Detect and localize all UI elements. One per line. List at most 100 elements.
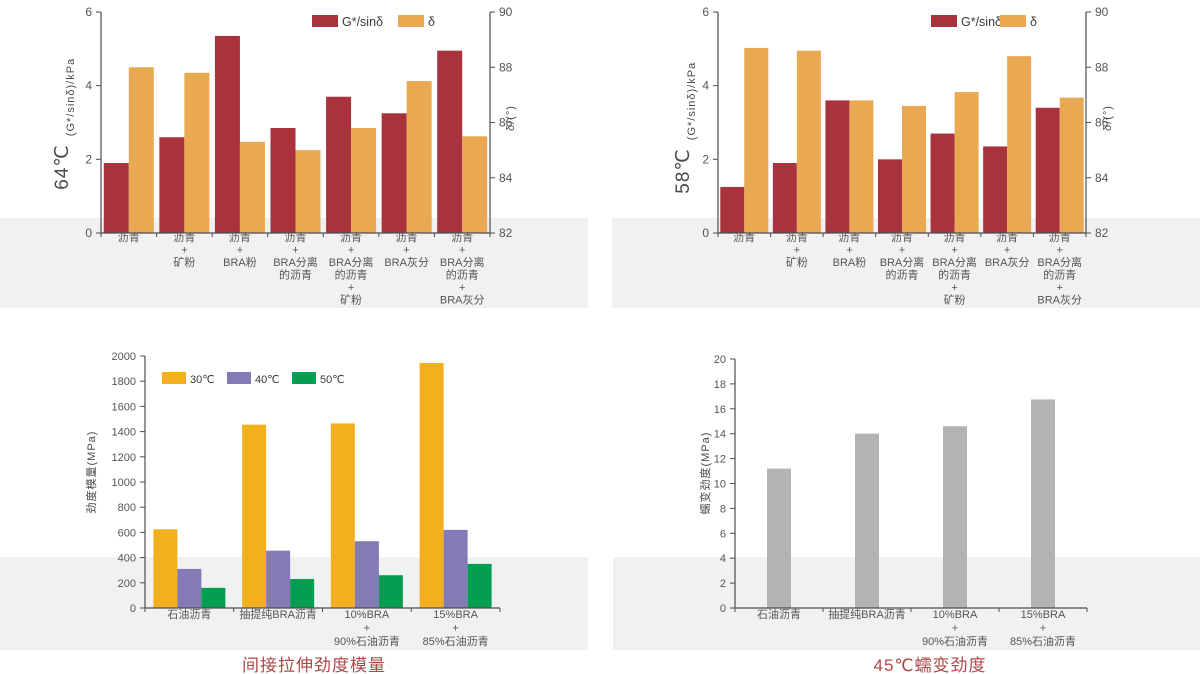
- y-tick-label: 12: [714, 454, 726, 466]
- y-tick-label: 1800: [112, 376, 136, 388]
- y-tick-label: 4: [702, 79, 709, 93]
- y-tick-label-right: 84: [499, 171, 513, 185]
- axis-label: δ/(°): [505, 105, 517, 131]
- y-tick-label: 4: [85, 79, 92, 93]
- y-tick-label: 8: [720, 503, 726, 515]
- bar-G*/sinδ-1: [772, 163, 797, 233]
- x-category-label: 沥青+ BRA灰分: [384, 231, 429, 269]
- bar-G*/sinδ-2: [825, 100, 850, 234]
- y-tick-label: 18: [714, 379, 726, 391]
- legend-swatch-2: [398, 15, 424, 27]
- bar-δ-5: [1007, 56, 1032, 234]
- bar-δ-0: [744, 47, 769, 233]
- x-category-label: 抽提纯BRA沥青: [828, 607, 906, 621]
- y-tick-label: 6: [85, 5, 92, 19]
- y-tick-label: 400: [118, 553, 136, 565]
- legend-swatch-3: [292, 372, 316, 384]
- chart-creep-stiffness: 0 2 4 6 8 10 12 14 16 18 20 石油沥青 抽提纯BRA沥青 10%BRA +90%石…: [698, 354, 1088, 648]
- bar-50℃-0: [201, 587, 226, 608]
- x-category-label: 10%BRA +90%石油沥青: [922, 609, 988, 648]
- x-category-label: 沥青+ BRA分离的沥青+ BRA灰分: [440, 231, 485, 307]
- y-tick-label: 200: [118, 578, 136, 590]
- axis-label: (G*/sinδ)/kPa: [686, 62, 698, 140]
- bar-G*/sinδ-3: [270, 128, 296, 233]
- bar-δ-2: [239, 141, 265, 233]
- axis-label: δ/(°): [1102, 105, 1114, 131]
- bar-δ-6: [462, 136, 488, 233]
- bar-δ-4: [351, 128, 377, 233]
- bar-蠕变劲度-3: [1031, 399, 1055, 608]
- y-tick-label-right: 84: [1095, 171, 1109, 185]
- bar-30℃-1: [242, 424, 267, 608]
- y-tick-label: 2: [720, 578, 726, 590]
- y-tick-label: 20: [714, 354, 726, 366]
- x-category-label: 沥青+ BRA粉: [223, 231, 257, 269]
- x-category-label: 沥青+ BRA粉: [833, 231, 867, 269]
- y-tick-label-right: 82: [499, 226, 513, 240]
- bar-40℃-2: [354, 541, 379, 608]
- chart-stiffness-modulus: 0 200 400 600 800 1000 1200 1400 1600 1800 2000 石油沥…: [84, 351, 501, 648]
- chart-title-creep: 45℃蠕变劲度: [873, 656, 987, 674]
- y-tick-label: 10: [714, 479, 726, 491]
- x-category-label: 15%BRA +85%石油沥青: [1010, 609, 1076, 648]
- y-tick-label: 6: [720, 528, 726, 540]
- bar-30℃-3: [419, 362, 444, 608]
- bar-G*/sinδ-6: [437, 50, 463, 233]
- legend-swatch-1: [312, 15, 338, 27]
- y-tick-label: 0: [702, 226, 709, 240]
- y-tick-label-right: 88: [499, 60, 513, 74]
- background-band-bottom-right: [613, 557, 1200, 650]
- bar-蠕变劲度-0: [767, 468, 791, 608]
- bar-G*/sinδ-0: [720, 186, 745, 233]
- x-category-label: 沥青+ BRA灰分: [985, 231, 1030, 269]
- x-category-label: 石油沥青: [167, 607, 211, 621]
- y-tick-label: 2000: [112, 351, 136, 363]
- y-tick-label: 0: [130, 603, 136, 615]
- y-tick-label-right: 82: [1095, 226, 1109, 240]
- bar-G*/sinδ-4: [326, 96, 352, 233]
- x-category-label: 沥青+ BRA分离的沥青: [273, 231, 318, 282]
- legend-swatch-2: [1000, 15, 1026, 27]
- y-tick-label: 6: [702, 5, 709, 19]
- bar-G*/sinδ-4: [930, 133, 955, 233]
- axis-label: 蠕变劲度(MPa): [698, 432, 712, 515]
- legend-label: δ: [1030, 15, 1037, 29]
- y-tick-label: 1400: [112, 427, 136, 439]
- y-tick-label: 1000: [112, 477, 136, 489]
- bar-δ-4: [954, 92, 979, 233]
- bar-δ-1: [184, 72, 210, 234]
- legend-label: 50℃: [320, 374, 345, 386]
- bar-G*/sinδ-5: [983, 146, 1008, 233]
- bar-50℃-2: [378, 575, 403, 608]
- bar-蠕变劲度-1: [855, 433, 879, 608]
- bar-30℃-2: [330, 423, 355, 608]
- x-category-label: 沥青+ BRA分离的沥青: [880, 231, 925, 282]
- bar-G*/sinδ-2: [214, 35, 240, 233]
- x-category-label: 沥青+ BRA分离的沥青+矿粉: [932, 231, 977, 307]
- bar-δ-5: [406, 81, 432, 233]
- bar-40℃-3: [443, 529, 468, 608]
- x-category-label: 沥青: [118, 231, 140, 244]
- y-tick-label-right: 90: [1095, 5, 1109, 19]
- bar-G*/sinδ-1: [159, 137, 185, 233]
- x-category-label: 沥青+矿粉: [173, 231, 195, 269]
- y-tick-label: 16: [714, 404, 726, 416]
- y-tick-label: 2: [85, 152, 92, 166]
- y-tick-label: 800: [118, 502, 136, 514]
- y-tick-label-right: 86: [1095, 116, 1109, 130]
- y-tick-label: 0: [85, 226, 92, 240]
- x-category-label: 石油沥青: [757, 607, 801, 621]
- bar-G*/sinδ-5: [381, 113, 407, 233]
- bar-40℃-1: [266, 550, 291, 608]
- x-category-label: 沥青+矿粉: [786, 231, 808, 269]
- legend-label: G*/sinδ: [342, 15, 383, 29]
- x-category-label: 沥青: [733, 231, 755, 244]
- axis-label: 58℃: [673, 148, 694, 193]
- bar-G*/sinδ-3: [878, 159, 902, 233]
- legend-label: 40℃: [255, 374, 280, 386]
- x-category-label: 沥青+ BRA分离的沥青+ BRA灰分: [1037, 231, 1082, 307]
- axis-label: 64℃: [52, 144, 73, 189]
- bar-G*/sinδ-6: [1035, 107, 1060, 233]
